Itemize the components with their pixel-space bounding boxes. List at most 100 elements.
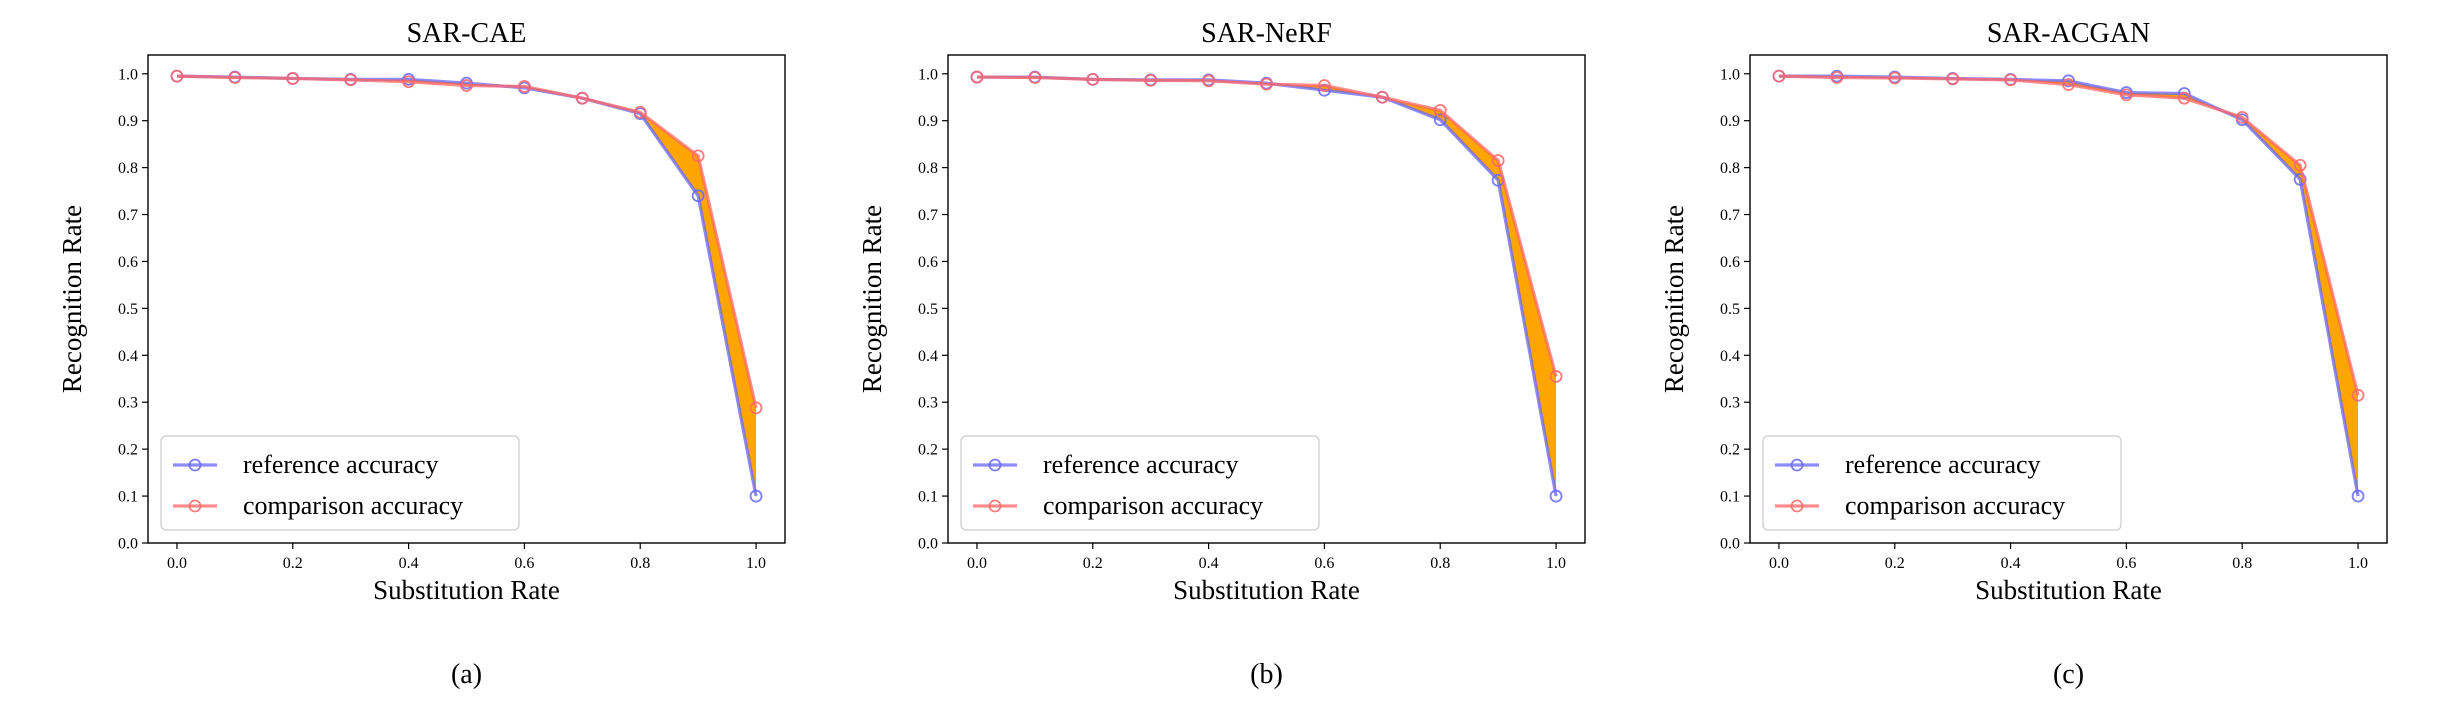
chart-3-xtick-label: 1.0 — [2348, 555, 2368, 572]
chart-3-ytick-label: 0.1 — [1720, 489, 1740, 506]
chart-3-comparison-point — [2177, 91, 2191, 105]
chart-3-comparison-point — [2235, 111, 2249, 124]
chart-3-legend-reference-label: reference accuracy — [1845, 450, 2041, 479]
chart-2-ytick-label: 0.5 — [918, 301, 938, 318]
chart-3-legend-reference-marker — [1790, 458, 1804, 472]
chart-2-axes-frame — [947, 54, 1586, 544]
chart-1-comparison-point — [460, 79, 473, 92]
chart-1-ytick-label: 0.6 — [118, 254, 138, 271]
chart-3-legend-comparison-marker — [1790, 499, 1804, 513]
chart-2-comparison-point — [1202, 74, 1215, 88]
chart-1-title: SAR-CAE — [407, 18, 527, 49]
chart-1-xtick-label: 0.6 — [514, 555, 534, 572]
chart-1-fill-between — [176, 76, 757, 497]
chart-2-xtick-label: 0.6 — [1314, 555, 1334, 572]
chart-2-ytick-label: 1.0 — [918, 66, 938, 83]
chart-1-xtick-label: 1.0 — [746, 555, 766, 572]
chart-1-legend-comparison-marker — [188, 499, 202, 513]
chart-3-comparison-line — [1778, 74, 2360, 396]
chart-1-xlabel: Substitution Rate — [373, 575, 560, 605]
chart-3-ytick-label: 0.8 — [1720, 160, 1740, 177]
chart-1-reference-point — [691, 189, 705, 203]
chart-3-fill-between — [1778, 76, 2359, 497]
chart-3-reference-line — [1778, 74, 2360, 497]
chart-2-comparison-point — [1028, 71, 1042, 84]
chart-3: SAR-ACGAN 0.0 0.1 0.2 0.3 0.4 0.5 0.6 0.7 0.8 0.9 1… — [1659, 18, 2388, 690]
chart-1-ytick-label: 0.1 — [118, 489, 138, 506]
chart-1-ytick-label: 0.2 — [118, 442, 138, 459]
chart-3-ytick-label: 0.6 — [1720, 254, 1740, 271]
chart-3-ytick-label: 0.9 — [1720, 113, 1740, 130]
chart-3-ytick-label: 0.3 — [1720, 395, 1740, 412]
chart-3-axes-frame — [1749, 54, 2388, 544]
chart-1-comparison-point — [633, 105, 647, 119]
chart-2-legend-reference-label: reference accuracy — [1043, 450, 1239, 479]
chart-2-caption: (b) — [1250, 659, 1283, 690]
chart-1-comparison-point — [286, 72, 300, 85]
chart-1-legend-box — [160, 435, 520, 531]
chart-3-ytick-label: 0.7 — [1720, 207, 1740, 224]
chart-3-ylabel: Recognition Rate — [1659, 205, 1689, 393]
chart-1-xtick-label: 0.8 — [630, 555, 650, 572]
chart-2-reference-point — [1433, 113, 1447, 127]
chart-3-reference-point — [2351, 489, 2365, 503]
chart-2-comparison-point — [1375, 90, 1389, 104]
chart-2-legend: reference accuracy comparison accuracy — [960, 435, 1320, 531]
chart-1-reference-point — [749, 489, 763, 503]
chart-3-xtick-label: 0.2 — [1885, 555, 1905, 572]
chart-2-xtick-label: 0.8 — [1430, 555, 1450, 572]
chart-1-ytick-label: 0.7 — [118, 207, 138, 224]
chart-2-legend-box — [960, 435, 1320, 531]
chart-1-axes-frame — [147, 54, 786, 544]
chart-2-title: SAR-NeRF — [1201, 18, 1332, 49]
chart-3-comparison-point — [2062, 78, 2075, 91]
chart-1-comparison-point — [575, 91, 589, 105]
chart-3-comparison-point — [1830, 71, 1844, 84]
chart-2-xtick-label: 0.4 — [1199, 555, 1219, 572]
chart-3-legend-box — [1762, 435, 2122, 531]
chart-2-ytick-label: 0.1 — [918, 489, 938, 506]
chart-1-xtick-label: 0.0 — [167, 555, 187, 572]
chart-1-ytick-label: 1.0 — [118, 66, 138, 83]
chart-1-comparison-point — [228, 71, 242, 84]
chart-1-ytick-label: 0.5 — [118, 301, 138, 318]
chart-2-comparison-line — [976, 75, 1558, 377]
chart-2-fill-between — [976, 77, 1557, 497]
chart-2-comparison-point — [1260, 77, 1273, 91]
chart-1-comparison-point — [402, 75, 415, 89]
chart-1-ytick-label: 0.9 — [118, 113, 138, 130]
chart-2-legend-comparison-marker — [988, 499, 1002, 513]
chart-1-caption: (a) — [451, 659, 482, 690]
chart-2-reference-point — [1549, 489, 1563, 503]
chart-2-ytick-label: 0.4 — [918, 348, 938, 365]
chart-1-xtick-label: 0.2 — [283, 555, 303, 572]
chart-1-legend-reference-marker — [188, 458, 202, 472]
chart-1-legend: reference accuracy comparison accuracy — [160, 435, 520, 531]
chart-2-ytick-label: 0.7 — [918, 207, 938, 224]
chart-3-ytick-label: 0.5 — [1720, 301, 1740, 318]
chart-3-xlabel: Substitution Rate — [1975, 575, 2162, 605]
chart-2-comparison-point — [1491, 154, 1505, 167]
chart-2-ytick-label: 0.8 — [918, 160, 938, 177]
chart-3-comparison-point — [1888, 71, 1902, 85]
chart-3-caption: (c) — [2053, 659, 2084, 690]
chart-1-comparison-point — [344, 73, 358, 87]
chart-3-comparison-point — [2351, 388, 2365, 402]
chart-1-comparison-point — [170, 69, 184, 83]
chart-1-ytick-label: 0.3 — [118, 395, 138, 412]
chart-2-ytick-label: 0.2 — [918, 442, 938, 459]
chart-2: SAR-NeRF 0.0 0.1 0.2 0.3 0.4 0.5 0.6 0.7 0.8 0.9 1.… — [857, 18, 1586, 690]
chart-1-series-comparison — [170, 69, 763, 415]
chart-3-series-comparison — [1772, 69, 2365, 402]
chart-1-xtick-label: 0.4 — [399, 555, 419, 572]
chart-2-legend-comparison-label: comparison accuracy — [1043, 491, 1263, 520]
chart-3-comparison-point — [1772, 69, 1786, 83]
chart-3-ytick-label: 0.0 — [1720, 536, 1740, 553]
chart-2-xtick-label: 0.0 — [967, 555, 987, 572]
chart-1-comparison-point — [749, 401, 763, 415]
chart-3-legend-comparison-label: comparison accuracy — [1845, 491, 2065, 520]
chart-2-comparison-point — [1144, 73, 1158, 87]
chart-1-comparison-point — [518, 80, 531, 93]
chart-1-legend-comparison-label: comparison accuracy — [243, 491, 463, 520]
